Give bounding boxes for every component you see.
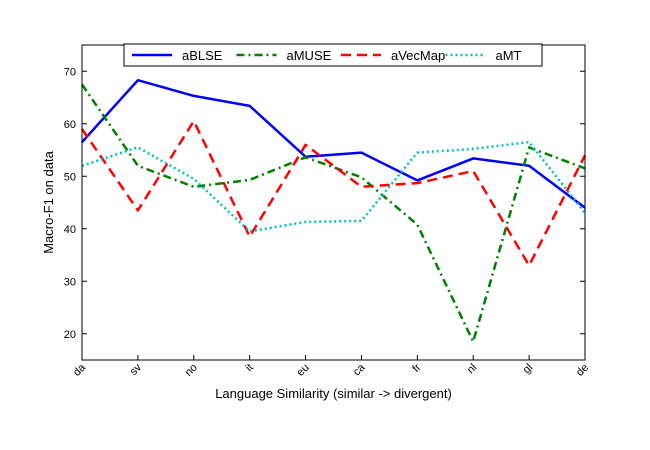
x-tick-label-gl: gl xyxy=(521,362,536,377)
x-tick-label-fr: fr xyxy=(410,361,423,374)
x-tick-label-no: no xyxy=(183,362,200,379)
legend: aBLSE aMUSE aVecMap aMT xyxy=(123,43,543,67)
axes xyxy=(81,44,586,361)
legend-label-aMUSE: aMUSE xyxy=(287,48,332,63)
series-line-aMUSE xyxy=(80,83,586,343)
y-tick-label: 70 xyxy=(64,66,76,78)
y-tick-label: 30 xyxy=(64,276,76,288)
y-tick-label: 50 xyxy=(64,171,76,183)
legend-box xyxy=(123,43,543,67)
ticks: 20 30 40 50 60 70 da sv no it eu ca fr nl gl de xyxy=(64,45,591,379)
y-tick-label: 60 xyxy=(64,119,76,131)
legend-label-aVecMap: aVecMap xyxy=(391,48,445,63)
y-tick-label: 20 xyxy=(64,329,76,341)
x-tick-label-eu: eu xyxy=(295,362,312,379)
x-tick-label-it: it xyxy=(243,362,255,374)
legend-label-aMT: aMT xyxy=(496,48,522,63)
y-axis-label: Macro-F1 on data xyxy=(41,150,56,253)
x-tick-label-nl: nl xyxy=(465,362,480,377)
x-tick-label-de: de xyxy=(574,362,591,379)
series-line-aVecMap xyxy=(80,119,587,267)
series-layer xyxy=(80,78,587,343)
x-tick-label-ca: ca xyxy=(351,361,368,378)
legend-label-aBLSE: aBLSE xyxy=(182,48,223,63)
x-tick-label-da: da xyxy=(71,361,89,379)
series-line-aMT xyxy=(81,140,586,233)
plot-frame xyxy=(81,44,586,361)
series-line-aBLSE xyxy=(81,78,586,209)
y-tick-label: 40 xyxy=(64,224,76,236)
x-axis-label: Language Similarity (similar -> divergen… xyxy=(215,386,452,401)
x-tick-label-sv: sv xyxy=(128,361,145,378)
